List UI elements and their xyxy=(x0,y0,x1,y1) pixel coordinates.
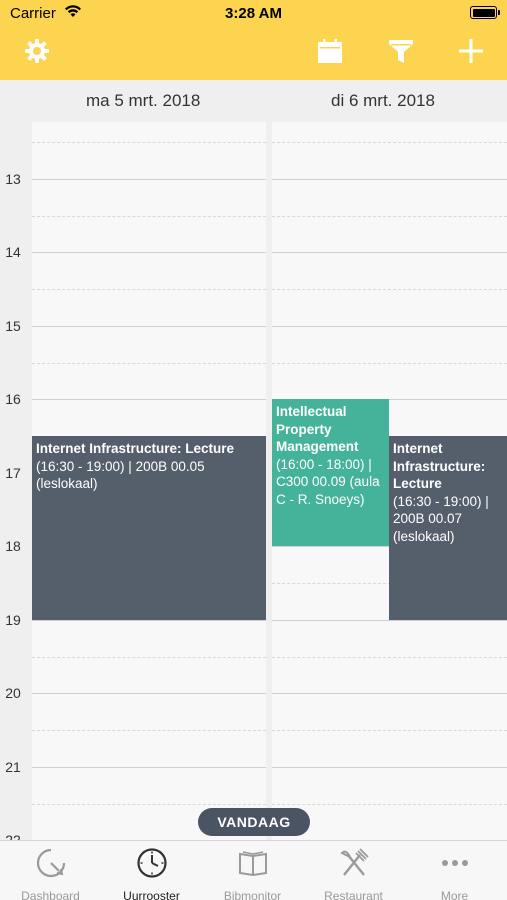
event-title: Internet Infrastructure: Lecture xyxy=(393,441,486,491)
event-details: (16:00 - 18:00) | C300 00.09 (aula C - R… xyxy=(276,456,380,507)
settings-button[interactable] xyxy=(22,36,52,66)
event-internet-infrastructure-tuesday[interactable]: Internet Infrastructure: Lecture (16:30 … xyxy=(389,436,507,620)
fork-knife-icon xyxy=(340,848,369,876)
event-title: Intellectual Property Management xyxy=(276,404,359,454)
tab-label: More xyxy=(440,889,469,900)
hour-label: 18 xyxy=(5,538,21,554)
hour-label: 17 xyxy=(5,465,21,481)
plus-icon xyxy=(459,39,483,63)
wifi-icon xyxy=(65,5,81,17)
hour-label: 16 xyxy=(5,391,21,407)
day-label-monday: ma 5 mrt. 2018 xyxy=(86,91,201,110)
status-bar: Carrier 3:28 AM xyxy=(0,0,507,28)
event-intellectual-property[interactable]: Intellectual Property Management (16:00 … xyxy=(272,399,389,546)
tab-restaurant[interactable]: Restaurant xyxy=(303,845,404,900)
tab-label: Uurrooster xyxy=(123,889,180,900)
carrier-label: Carrier xyxy=(10,5,56,22)
hour-label: 20 xyxy=(5,685,21,701)
hour-label: 14 xyxy=(5,244,21,260)
tab-label: Dashboard xyxy=(21,889,80,900)
filter-button[interactable] xyxy=(386,36,416,66)
tab-more[interactable]: More xyxy=(404,845,505,900)
more-icon xyxy=(442,860,468,866)
book-icon xyxy=(239,851,267,877)
event-internet-infrastructure-monday[interactable]: Internet Infrastructure: Lecture (16:30 … xyxy=(32,436,266,620)
event-details: (16:30 - 19:00) | 200B 00.05 (leslokaal) xyxy=(36,458,205,492)
calendar-grid[interactable]: 13 14 15 16 17 18 19 20 21 22 Internet I… xyxy=(0,122,507,840)
status-time: 3:28 AM xyxy=(225,5,282,22)
tab-uurrooster[interactable]: Uurrooster xyxy=(101,845,202,900)
day-header: ma 5 mrt. 2018 di 6 mrt. 2018 xyxy=(0,80,507,122)
tab-label: Restaurant xyxy=(324,889,383,900)
calendar-button[interactable] xyxy=(315,36,345,66)
tab-dashboard[interactable]: Dashboard xyxy=(0,845,101,900)
today-button[interactable]: VANDAAG xyxy=(198,808,310,836)
event-details: (16:30 - 19:00) | 200B 00.07 (leslokaal) xyxy=(393,493,489,544)
event-title: Internet Infrastructure: Lecture xyxy=(36,441,235,456)
dashboard-icon xyxy=(36,848,66,878)
filter-icon xyxy=(389,40,413,63)
hour-label: 22 xyxy=(5,832,21,840)
add-button[interactable] xyxy=(456,36,486,66)
tab-bibmonitor[interactable]: Bibmonitor xyxy=(202,845,303,900)
gear-icon xyxy=(25,39,49,63)
battery-icon xyxy=(470,6,500,19)
top-bar: Carrier 3:28 AM xyxy=(0,0,507,80)
calendar-icon xyxy=(318,39,342,63)
clock-icon xyxy=(137,848,167,878)
hour-label: 15 xyxy=(5,318,21,334)
day-label-tuesday: di 6 mrt. 2018 xyxy=(331,91,435,110)
hour-label: 13 xyxy=(5,171,21,187)
tab-bar: Dashboard Uurrooster Bibmonitor Restaura… xyxy=(0,840,507,900)
tab-label: Bibmonitor xyxy=(223,889,282,900)
hour-label: 19 xyxy=(5,612,21,628)
hour-label: 21 xyxy=(5,759,21,775)
